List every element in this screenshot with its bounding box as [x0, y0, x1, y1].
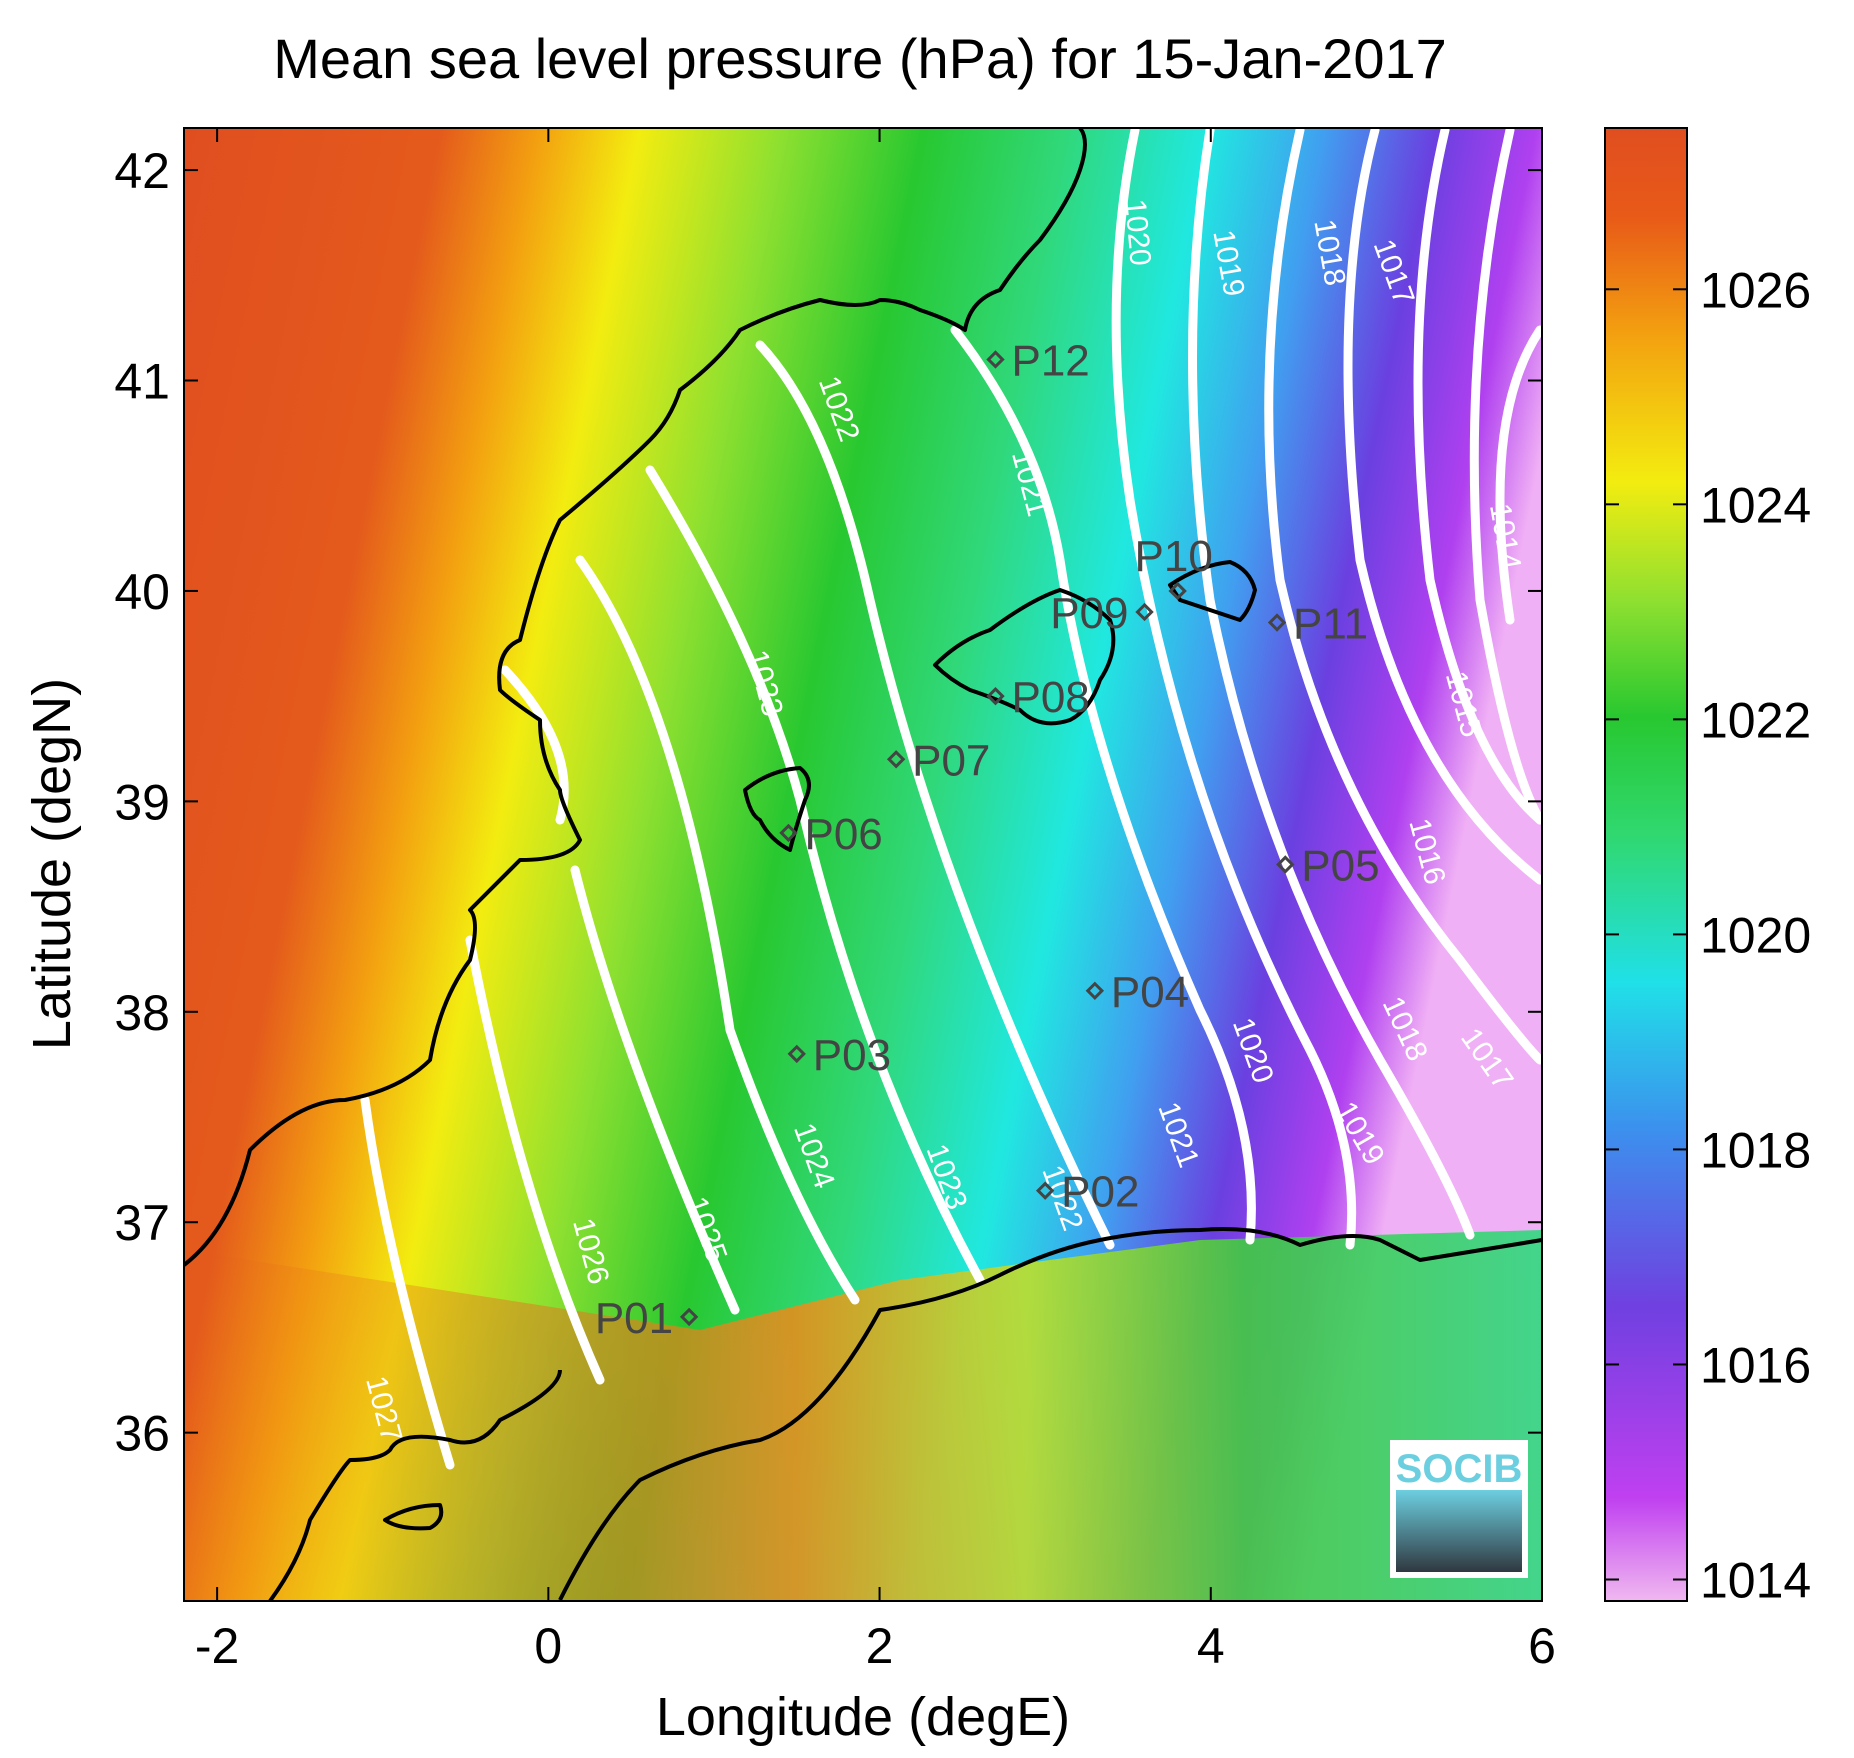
- colorbar-tick-label: 1014: [1700, 1552, 1811, 1608]
- station-marker: [1168, 581, 1187, 601]
- station-label: P11: [1293, 600, 1368, 649]
- x-tick-label: 4: [1197, 1618, 1225, 1674]
- y-tick-label: 39: [114, 774, 170, 830]
- station-marker: [886, 750, 906, 769]
- station-label: P05: [1301, 842, 1379, 891]
- x-tick-label: -2: [195, 1618, 239, 1674]
- station-p11: P11: [1267, 600, 1368, 649]
- station-p12: P12: [986, 336, 1090, 385]
- y-tick-label: 41: [114, 354, 170, 410]
- station-p07: P07: [886, 736, 990, 785]
- x-tick-label: 2: [866, 1618, 894, 1674]
- y-tick-label: 38: [114, 985, 170, 1041]
- station-marker: [1276, 855, 1295, 874]
- contour-1018: [1264, 128, 1542, 1065]
- y-tick-label: 37: [114, 1195, 170, 1251]
- iberian-coast: [184, 128, 1087, 1267]
- y-axis-label: Latitude (degN): [22, 678, 82, 1050]
- station-p06: P06: [779, 810, 883, 859]
- station-marker: [1135, 602, 1154, 622]
- contour-1027: [360, 1095, 455, 1470]
- station-marker: [779, 823, 798, 843]
- colorbar-ticks: 1014 1016 1018 1020 1022 1024 1026: [1605, 262, 1811, 1608]
- north-african-coast: [558, 1227, 1542, 1601]
- x-axis-label: Longitude (degE): [656, 1687, 1070, 1747]
- pressure-field: [184, 128, 1542, 1601]
- contour-1021: [950, 325, 1256, 1245]
- station-p08: P08: [986, 673, 1090, 722]
- chart-title: Mean sea level pressure (hPa) for 15-Jan…: [273, 27, 1447, 90]
- station-p03: P03: [787, 1031, 891, 1080]
- station-label: P08: [1011, 673, 1089, 722]
- y-tick-label: 42: [114, 143, 170, 199]
- station-label: P03: [813, 1031, 891, 1080]
- station-label: P02: [1061, 1168, 1139, 1217]
- x-tick-label: 6: [1528, 1618, 1556, 1674]
- contour-1026: [465, 935, 605, 1385]
- menorca: [1168, 560, 1257, 622]
- station-label: P09: [1050, 589, 1128, 638]
- x-tick-label: 0: [534, 1618, 562, 1674]
- socib-logo: SOCIB: [1390, 1440, 1528, 1578]
- contour-1014: [1495, 325, 1542, 625]
- ibiza: [743, 766, 811, 852]
- contour-1015: [1469, 128, 1542, 825]
- y-tick-label: 40: [114, 564, 170, 620]
- contour-1022: [755, 340, 1115, 1250]
- station-p01: P01: [595, 1294, 699, 1343]
- station-marker: [986, 350, 1005, 369]
- coastline: [184, 128, 1542, 1601]
- station-p05: P05: [1276, 842, 1380, 891]
- station-marker: [1267, 613, 1287, 632]
- station-marker: [1085, 981, 1105, 1000]
- colorbar: [1604, 127, 1688, 1602]
- contour-1020: [1111, 128, 1357, 1250]
- station-label: P06: [804, 810, 882, 859]
- small-island: [383, 1503, 444, 1531]
- station-p10: P10: [1135, 532, 1213, 601]
- colorbar-tick-label: 1016: [1700, 1337, 1811, 1393]
- station-label: P04: [1111, 968, 1189, 1017]
- colorbar-tick-label: 1018: [1700, 1122, 1811, 1178]
- station-label: P10: [1135, 532, 1213, 581]
- colorbar-tick-label: 1022: [1700, 692, 1811, 748]
- station-p09: P09: [1050, 589, 1154, 638]
- station-marker: [1035, 1181, 1055, 1200]
- station-label: P12: [1011, 336, 1089, 385]
- station-label: P01: [595, 1294, 673, 1343]
- station-label: P07: [912, 736, 990, 785]
- station-marker: [986, 686, 1005, 706]
- colorbar-tick-label: 1026: [1700, 262, 1811, 318]
- y-tick-label: 36: [114, 1406, 170, 1462]
- contour-1019: [1188, 128, 1475, 1240]
- logo-text: SOCIB: [1396, 1447, 1523, 1491]
- station-p02: P02: [1035, 1168, 1139, 1217]
- colorbar-tick-label: 1020: [1700, 907, 1811, 963]
- contour-1017: [1343, 128, 1542, 885]
- station-marker: [679, 1307, 699, 1327]
- contour-1024: [575, 555, 860, 1305]
- plot-frame: [183, 127, 1543, 1602]
- contour-label: 1020: [1118, 198, 1157, 267]
- contour-1016: [1413, 128, 1542, 825]
- station-marker: [787, 1044, 806, 1064]
- station-p04: P04: [1085, 968, 1189, 1017]
- colorbar-tick-label: 1024: [1700, 477, 1811, 533]
- axis-ticks: -2 0 2 4 6 36 37 38 39 40 41 42: [114, 128, 1556, 1674]
- sw-coast: [268, 1369, 562, 1601]
